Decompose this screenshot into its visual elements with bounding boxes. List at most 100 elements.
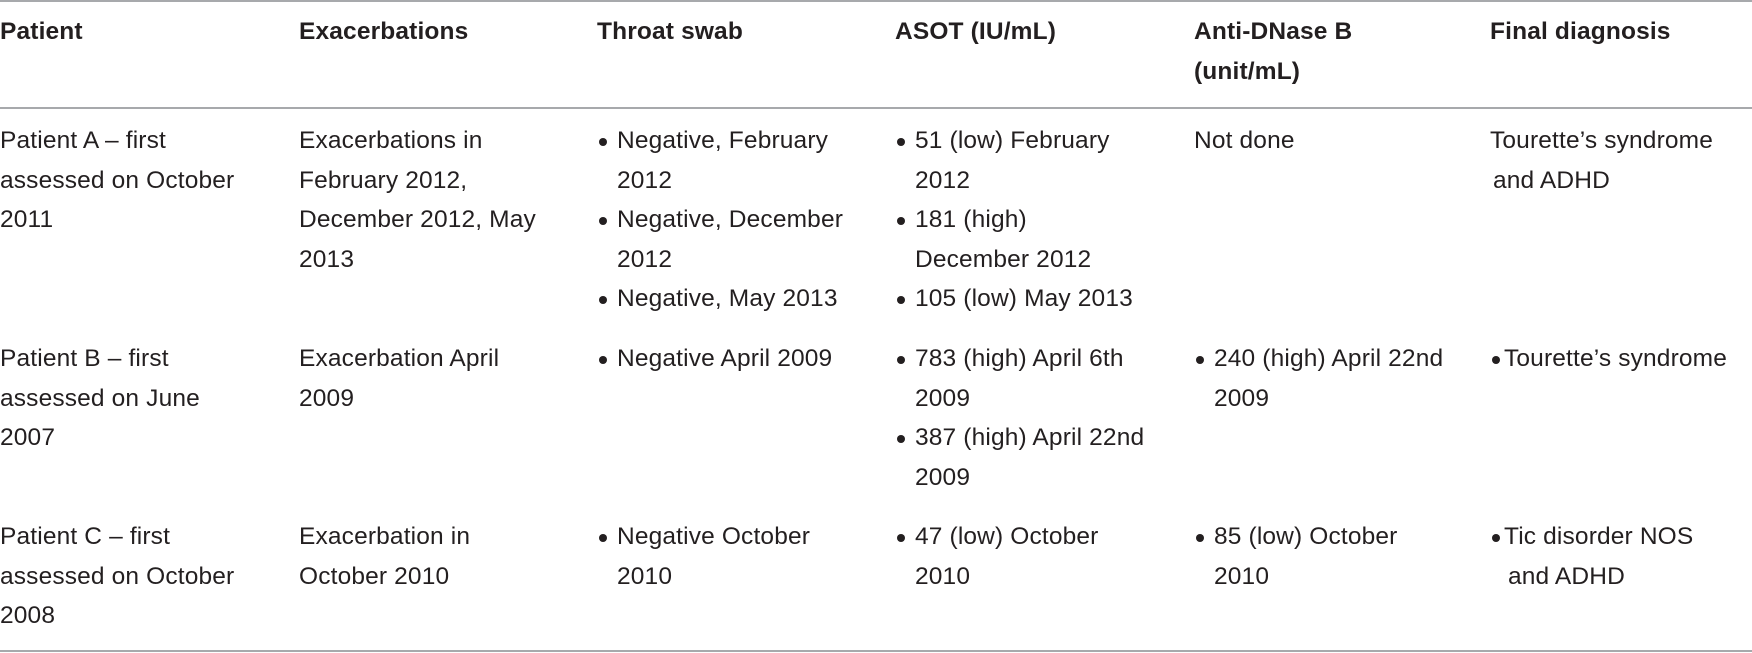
text-line: Exacerbation in (299, 523, 471, 550)
text-line: Exacerbation April (299, 345, 500, 372)
text-line: and ADHD (1508, 562, 1625, 590)
bullet-item: 47 (low) October 2010 (895, 517, 1175, 596)
text-line: 2012 (617, 166, 673, 194)
text-line: February 2012, (299, 166, 468, 194)
table-bottom-rule (0, 650, 1752, 652)
bullet-list: 85 (low) October 2010 (1194, 517, 1484, 596)
bullet-list: Negative October 2010 (597, 517, 877, 596)
text-line: Tourette’s syndrome (1504, 345, 1728, 372)
bullet-item: Negative April 2009 (597, 339, 877, 379)
text-line: assessed on October (0, 562, 235, 590)
header-asot: ASOT (IU/mL) (895, 18, 1057, 45)
cell-patient-c: Patient C – first assessed on October 20… (0, 517, 265, 636)
text-line: assessed on October (0, 166, 235, 194)
text-line: 2009 (915, 463, 971, 491)
text-line: 783 (high) April 6th (915, 345, 1124, 372)
header-anti-dnase-line2: (unit/mL) (1194, 57, 1301, 85)
text-line: 47 (low) October (915, 523, 1099, 550)
cell-throat-swab-c: Negative October 2010 (597, 517, 877, 596)
text-line: 2010 (1214, 562, 1270, 590)
text-line: 2012 (915, 166, 971, 194)
text-line: Negative, May 2013 (617, 285, 838, 312)
cell-final-diagnosis-b: Tourette’s syndrome (1490, 339, 1752, 379)
text-line: 387 (high) April 22nd (915, 424, 1145, 451)
text-line: 2009 (299, 384, 355, 412)
cell-final-diagnosis-a: Tourette’s syndrome and ADHD (1490, 121, 1752, 200)
text-line: 51 (low) February (915, 127, 1110, 154)
bullet-item: 783 (high) April 6th 2009 (895, 339, 1175, 418)
cell-exacerbations-a: Exacerbations in February 2012, December… (299, 121, 569, 279)
text-line: Patient C – first (0, 523, 171, 550)
text-line: Negative October (617, 523, 811, 550)
cell-throat-swab-a: Negative, February 2012 Negative, Decemb… (597, 121, 877, 319)
cell-asot-c: 47 (low) October 2010 (895, 517, 1175, 596)
bullet-item: Negative October 2010 (597, 517, 877, 596)
cell-anti-dnase-c: 85 (low) October 2010 (1194, 517, 1484, 596)
text-line: 2010 (617, 562, 673, 590)
bullet-item: 85 (low) October 2010 (1194, 517, 1484, 596)
bullet-item: 387 (high) April 22nd 2009 (895, 418, 1175, 497)
text-line: 85 (low) October (1214, 523, 1398, 550)
cell-asot-a: 51 (low) February 2012 181 (high) Decemb… (895, 121, 1175, 319)
bullet-item: Negative, February 2012 (597, 121, 877, 200)
bullet-list: Tic disorder NOS and ADHD (1490, 517, 1752, 596)
text-line: Negative April 2009 (617, 345, 833, 372)
text-line: 181 (high) (915, 206, 1027, 233)
text-line: December 2012 (915, 245, 1092, 273)
text-line: 2013 (299, 245, 355, 273)
text-line: 105 (low) May 2013 (915, 285, 1133, 312)
bullet-list: 51 (low) February 2012 181 (high) Decemb… (895, 121, 1175, 319)
text-line: December 2012, May (299, 206, 536, 233)
cell-anti-dnase-b: 240 (high) April 22nd 2009 (1194, 339, 1484, 418)
text-line: Negative, February (617, 127, 829, 154)
bullet-item: 240 (high) April 22nd 2009 (1194, 339, 1484, 418)
header-anti-dnase-line1: Anti-DNase B (1194, 18, 1353, 45)
text-line: 2011 (0, 206, 54, 233)
text-line: 2009 (915, 384, 971, 412)
header-throat-swab: Throat swab (597, 18, 743, 45)
bullet-list: Negative April 2009 (597, 339, 877, 379)
header-patient: Patient (0, 18, 83, 45)
cell-patient-a: Patient A – first assessed on October 20… (0, 121, 265, 240)
bullet-list: 783 (high) April 6th 2009 387 (high) Apr… (895, 339, 1175, 497)
text-line: 2009 (1214, 384, 1270, 412)
text-line: Not done (1194, 127, 1295, 154)
text-line: and ADHD (1493, 166, 1610, 194)
text-line: assessed on June (0, 384, 200, 412)
bullet-list: 47 (low) October 2010 (895, 517, 1175, 596)
text-line: 2010 (915, 562, 971, 590)
cell-anti-dnase-a: Not done (1194, 121, 1484, 161)
text-line: 2012 (617, 245, 673, 273)
cell-patient-b: Patient B – first assessed on June 2007 (0, 339, 265, 458)
header-divider-rule (0, 107, 1752, 109)
bullet-list: 240 (high) April 22nd 2009 (1194, 339, 1484, 418)
cell-exacerbations-c: Exacerbation in October 2010 (299, 517, 569, 596)
cell-exacerbations-b: Exacerbation April 2009 (299, 339, 569, 418)
text-line: October 2010 (299, 562, 450, 590)
bullet-item: 181 (high) December 2012 (895, 200, 1175, 279)
text-line: Negative, December (617, 206, 844, 233)
cell-throat-swab-b: Negative April 2009 (597, 339, 877, 379)
text-line: Patient B – first (0, 345, 169, 372)
header-exacerbations: Exacerbations (299, 18, 469, 45)
text-line: Tourette’s syndrome (1490, 127, 1714, 154)
cell-final-diagnosis-c: Tic disorder NOS and ADHD (1490, 517, 1752, 596)
cell-asot-b: 783 (high) April 6th 2009 387 (high) Apr… (895, 339, 1175, 497)
header-final-diagnosis: Final diagnosis (1490, 18, 1671, 45)
text-line: 240 (high) April 22nd (1214, 345, 1444, 372)
text-line: Patient A – first (0, 127, 166, 154)
text-line: 2008 (0, 602, 56, 629)
table-top-rule (0, 0, 1752, 2)
text-line: 2007 (0, 424, 56, 451)
header-anti-dnase-b: Anti-DNase B (unit/mL) (1194, 12, 1484, 91)
bullet-item: 105 (low) May 2013 (895, 279, 1175, 319)
text-line: Exacerbations in (299, 127, 483, 154)
bullet-list: Negative, February 2012 Negative, Decemb… (597, 121, 877, 319)
bullet-item: Tic disorder NOS and ADHD (1490, 517, 1752, 596)
bullet-item: Negative, December 2012 (597, 200, 877, 279)
bullet-item: Tourette’s syndrome (1490, 339, 1752, 379)
text-line: Tic disorder NOS (1504, 523, 1694, 550)
bullet-item: 51 (low) February 2012 (895, 121, 1175, 200)
bullet-list: Tourette’s syndrome (1490, 339, 1752, 379)
